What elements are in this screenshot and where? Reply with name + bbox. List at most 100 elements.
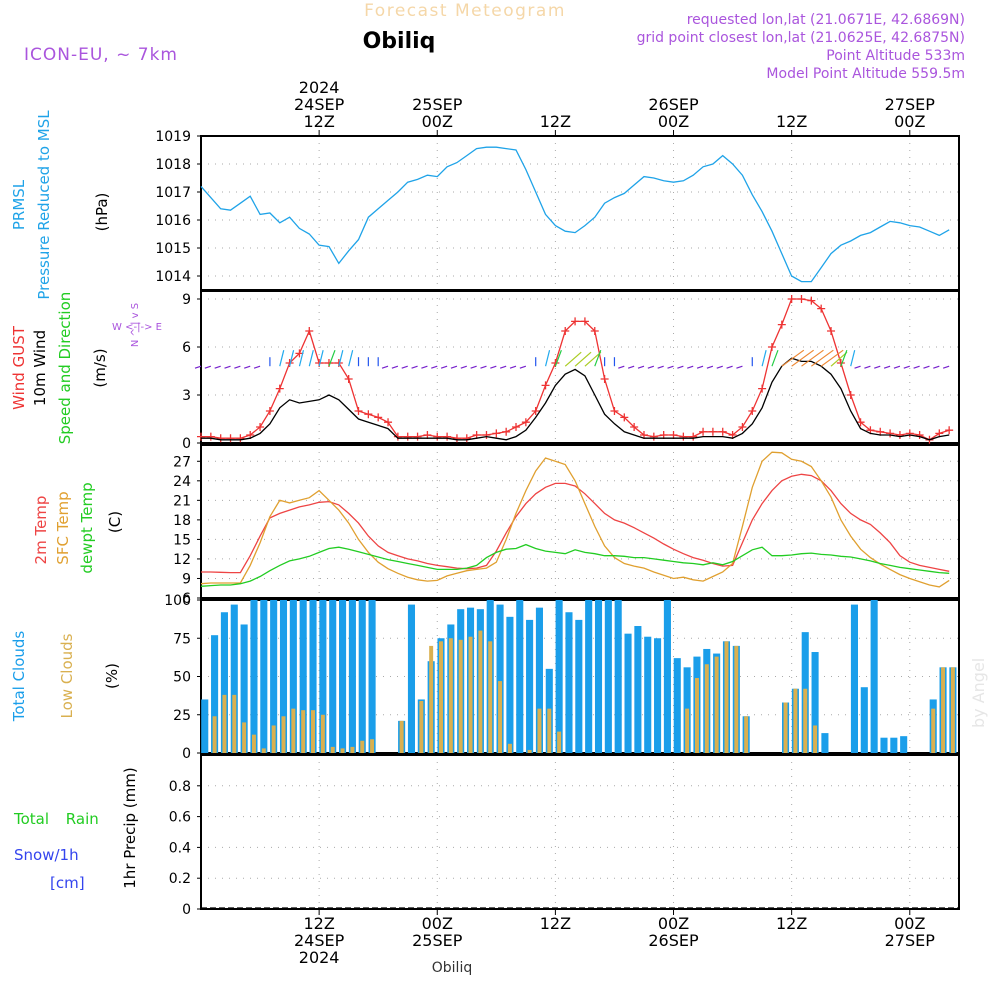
- wind-gust-marker: [374, 413, 383, 422]
- location-title: Obiliq: [363, 29, 436, 54]
- wind-gust-marker: [610, 407, 619, 415]
- wind-direction-arrow: [253, 365, 261, 369]
- low-cloud-bar: [744, 716, 749, 753]
- wind-gust-marker: [590, 327, 599, 335]
- wind-gust-marker: [708, 427, 717, 436]
- total-cloud-bar: [211, 635, 219, 753]
- low-cloud-bar: [261, 748, 266, 753]
- low-cloud-bar: [350, 746, 355, 753]
- chart-content: 1014 1015 1016 1017 1018 1019 0 3 6 9 6 9 12 15 18 21 24…: [155, 78, 960, 967]
- low-cloud-bar: [793, 688, 798, 753]
- temp-ytick-label: 15: [173, 532, 191, 548]
- wind-direction-arrow: [594, 349, 602, 367]
- wind-direction-arrow: [706, 365, 714, 369]
- label-wind-gust: Wind GUST: [10, 325, 28, 410]
- total-cloud-bar: [240, 624, 248, 753]
- wind-gust-marker: [886, 429, 895, 438]
- bottom-time-label: 00Z: [658, 914, 689, 933]
- wind-direction-arrow: [204, 365, 212, 369]
- wind-direction-arrow: [771, 349, 779, 367]
- wind-gust-marker: [620, 413, 629, 422]
- wind-direction-arrow: [864, 365, 871, 369]
- wind-gust-marker: [492, 429, 501, 438]
- total-cloud-bar: [526, 619, 534, 753]
- total-cloud-bar: [230, 604, 238, 753]
- wind-direction-arrow: [499, 365, 507, 369]
- grid-point-coords: grid point closest lon,lat (21.0625E, 42…: [637, 30, 965, 46]
- wind-direction-arrow: [328, 349, 336, 367]
- temp-sfc-line: [200, 451, 950, 588]
- footer-location: Obiliq: [432, 960, 472, 976]
- wind-direction-arrow: [318, 350, 324, 367]
- wind-10m-line: [201, 357, 950, 441]
- wind-direction-arrow: [913, 365, 920, 369]
- wind-gust-marker: [344, 375, 353, 383]
- wind-gust-marker: [630, 423, 639, 431]
- top-time-label: 00Z: [422, 112, 453, 131]
- wind-direction-arrow: [647, 365, 655, 369]
- top-time-label: 12Z: [303, 112, 334, 131]
- temp-ytick-label: 12: [173, 552, 191, 568]
- low-cloud-bar: [271, 725, 276, 753]
- wind-gust-marker: [580, 317, 589, 326]
- top-time-label: 00Z: [894, 112, 925, 131]
- total-cloud-bar: [339, 600, 347, 753]
- wind-direction-arrow: [348, 350, 354, 367]
- wind-direction-arrow: [781, 349, 805, 367]
- low-cloud-bar: [232, 694, 237, 753]
- total-cloud-bar: [900, 736, 908, 753]
- wind-direction-arrow: [338, 350, 344, 367]
- low-cloud-bar: [783, 702, 788, 753]
- total-cloud-bar: [201, 699, 209, 753]
- label-2m-temp: 2m Temp: [32, 496, 50, 565]
- low-cloud-bar: [330, 746, 335, 753]
- low-cloud-bar: [242, 722, 247, 753]
- wind-direction-arrow: [298, 350, 305, 367]
- total-cloud-bar: [368, 600, 376, 753]
- credit-watermark: by Angel: [969, 658, 988, 728]
- wind-direction-arrow: [440, 365, 448, 369]
- low-cloud-bar: [685, 708, 690, 753]
- pressure-ytick-label: 1016: [155, 213, 191, 229]
- wind-direction-arrow: [509, 365, 517, 369]
- wind-direction-arrow: [490, 365, 497, 369]
- low-cloud-bar: [950, 667, 955, 753]
- wind-direction-arrow: [761, 350, 767, 367]
- temp-ytick-label: 21: [173, 493, 191, 509]
- wind-gust-marker: [649, 432, 658, 441]
- wind-direction-arrow: [421, 365, 428, 369]
- precip-ytick-label: 0.6: [169, 810, 191, 826]
- wind-direction-arrow: [214, 365, 221, 369]
- label-sfc-temp: SFC Temp: [54, 491, 72, 564]
- wind-gust-marker: [443, 432, 452, 441]
- bottom-time-label: 25SEP: [412, 931, 463, 950]
- low-cloud-bar: [527, 749, 532, 753]
- low-cloud-bar: [557, 731, 562, 753]
- wind-gust-marker: [895, 431, 904, 439]
- label-total-rain: Total Rain: [13, 810, 99, 828]
- wind-gust-marker: [767, 343, 776, 351]
- wind-gust-marker: [905, 429, 914, 438]
- temp-dewpt-line: [200, 543, 950, 587]
- label-hpa: (hPa): [93, 193, 111, 232]
- wind-gust-marker: [945, 426, 954, 435]
- wind-direction-arrow: [840, 349, 848, 367]
- wind-direction-arrow: [883, 365, 891, 369]
- wind-direction-arrow: [923, 365, 930, 369]
- total-cloud-bar: [555, 600, 563, 753]
- top-time-label: 25SEP: [412, 95, 463, 114]
- wind-gust-marker: [856, 418, 865, 427]
- wind-ytick-label: 0: [182, 436, 191, 452]
- temp-ytick-label: 6: [182, 591, 191, 607]
- low-cloud-bar: [931, 708, 936, 753]
- wind-direction-arrow: [903, 365, 910, 369]
- wind-direction-arrow: [801, 349, 824, 367]
- low-cloud-bar: [498, 681, 503, 753]
- bottom-time-label: 27SEP: [885, 931, 936, 950]
- wind-gust-marker: [531, 407, 540, 415]
- total-cloud-bar: [348, 600, 356, 753]
- total-cloud-bar: [821, 733, 829, 753]
- low-cloud-bar: [714, 656, 719, 753]
- wind-gust-marker: [827, 327, 836, 335]
